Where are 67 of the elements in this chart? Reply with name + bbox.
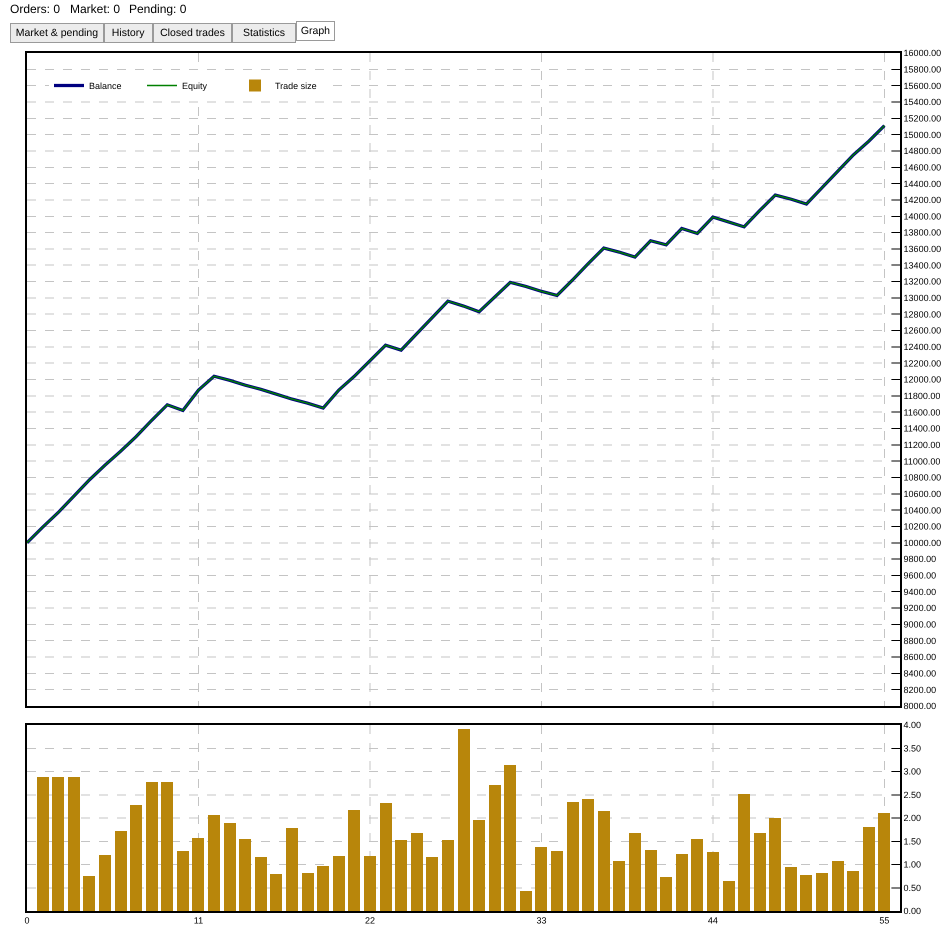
y-tick-label: 15000.00: [904, 130, 942, 140]
y-tick-label: 2.00: [904, 813, 922, 824]
x-tick-label: 11: [194, 916, 204, 926]
text: Graph: [300, 25, 330, 37]
y-tick-label: 13600.00: [904, 244, 942, 254]
y-tick-label: 11800.00: [904, 390, 940, 401]
y-tick-label: 3.50: [904, 743, 922, 754]
y-tick-label: 0.50: [904, 882, 922, 893]
y-tick-label: 4.00: [904, 720, 922, 730]
y-tick-label: 10400.00: [904, 505, 942, 516]
y-tick-label: 11400.00: [904, 424, 940, 434]
y-tick-label: 11600.00: [904, 407, 940, 418]
y-tick-label: 13200.00: [904, 276, 942, 287]
y-tick-label: 9000.00: [904, 620, 936, 630]
y-tick-label: 1.50: [904, 836, 922, 846]
y-tick-label: 8800.00: [904, 636, 936, 646]
y-tick-label: 14000.00: [904, 211, 942, 222]
text: Pending: 0: [129, 2, 187, 16]
y-tick-label: 15200.00: [904, 113, 942, 124]
y-tick-label: 13800.00: [904, 228, 942, 238]
y-tick-label: 15400.00: [904, 97, 942, 108]
text: Market: 0: [70, 2, 120, 16]
x-tick-label: 0: [24, 916, 30, 926]
y-tick-label: 14400.00: [904, 178, 942, 189]
y-tick-label: 0.00: [904, 906, 922, 916]
y-tick-label: 14800.00: [904, 146, 942, 156]
y-tick-label: 14600.00: [904, 162, 942, 172]
text: Closed trades: [160, 27, 225, 39]
legend-label: Equity: [182, 81, 208, 92]
y-tick-label: 12200.00: [904, 358, 942, 368]
y-tick-label: 15600.00: [904, 80, 942, 91]
y-tick-label: 14200.00: [904, 195, 942, 206]
y-tick-label: 16000.00: [904, 48, 942, 58]
y-tick-label: 9400.00: [904, 586, 936, 597]
x-tick-label: 55: [879, 916, 890, 926]
y-tick-label: 12600.00: [904, 326, 942, 336]
y-tick-label: 2.50: [904, 790, 922, 800]
y-tick-label: 1.00: [904, 860, 922, 870]
y-tick-label: 12400.00: [904, 342, 942, 352]
x-tick-label: 33: [536, 916, 546, 926]
x-tick-label: 44: [708, 916, 718, 926]
y-tick-label: 13000.00: [904, 293, 942, 304]
text: History: [112, 27, 146, 39]
text: Orders: 0: [10, 2, 60, 16]
y-tick-label: 8400.00: [904, 668, 936, 678]
y-tick-label: 9600.00: [904, 570, 936, 581]
y-tick-label: 11200.00: [904, 440, 940, 450]
y-tick-label: 12800.00: [904, 309, 942, 320]
y-tick-label: 10000.00: [904, 538, 942, 548]
y-tick-label: 9800.00: [904, 554, 936, 564]
y-tick-label: 11000.00: [904, 456, 940, 466]
x-tick-label: 22: [364, 916, 375, 926]
y-tick-label: 8600.00: [904, 652, 936, 662]
text: Market & pending: [16, 27, 98, 39]
y-tick-label: 8000.00: [904, 701, 936, 712]
y-tick-label: 15800.00: [904, 64, 942, 74]
text: Statistics: [242, 27, 286, 39]
y-tick-label: 8200.00: [904, 684, 936, 695]
y-tick-label: 13400.00: [904, 260, 942, 270]
y-tick-label: 10800.00: [904, 472, 942, 483]
y-tick-label: 10600.00: [904, 488, 942, 499]
legend-label: Trade size: [275, 81, 317, 92]
y-tick-label: 10200.00: [904, 522, 942, 532]
y-tick-label: 9200.00: [904, 603, 936, 614]
legend-label: Balance: [89, 81, 122, 92]
y-tick-label: 12000.00: [904, 374, 942, 385]
y-tick-label: 3.00: [904, 766, 922, 777]
